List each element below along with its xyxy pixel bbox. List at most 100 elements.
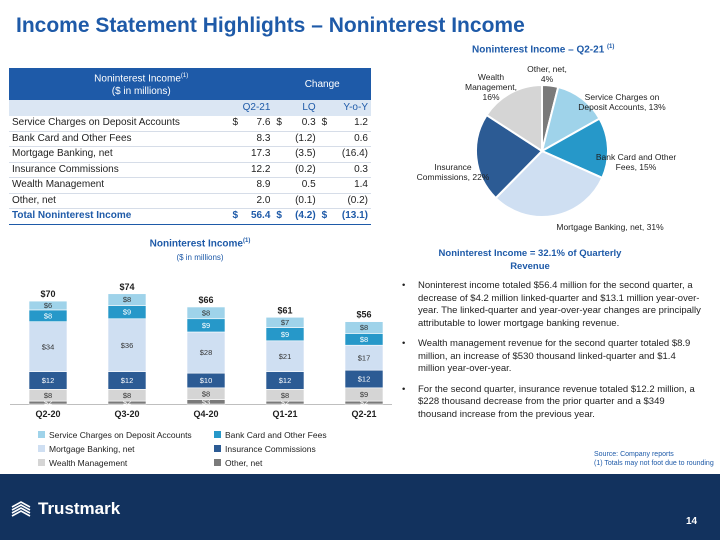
cell-yoy: 1.4: [330, 177, 371, 194]
cell-cur3: $: [318, 116, 331, 132]
legend-swatch: [214, 445, 221, 453]
table-title-line2: ($ in millions): [111, 86, 171, 98]
legend-item: Insurance Commissions: [214, 444, 316, 454]
cell-lq: (0.2): [284, 162, 319, 178]
pie-label: Mortgage Banking, net, 31%: [556, 222, 664, 232]
legend-label: Other, net: [225, 458, 263, 468]
bar-category-label: Q2-21: [351, 409, 376, 419]
cell-cur2: $: [273, 116, 285, 132]
pie-chart-title-footnote: (1): [607, 44, 615, 50]
pie-slice-insurance-commissions: [475, 113, 544, 200]
table-row: Insurance Commissions 12.2 (0.2) 0.3: [9, 162, 371, 178]
pie-chart-title: Noninterest Income – Q2-21 (1): [472, 44, 614, 55]
table-row: Other, net 2.0 (0.1) (0.2): [9, 193, 371, 209]
legend-label: Bank Card and Other Fees: [225, 430, 327, 440]
cell-cur2: [273, 177, 285, 194]
trustmark-logo-icon: [11, 501, 31, 517]
legend-swatch: [38, 431, 45, 439]
bar-total-label: $61: [277, 305, 292, 315]
bar-segment-label: $8: [123, 391, 131, 400]
table-body: Service Charges on Deposit Accounts $7.6 $…: [9, 116, 371, 209]
bar-segment-label: $2: [44, 398, 52, 407]
cell-q221: 12.2: [241, 162, 274, 178]
footnote-line: (1) Totals may not foot due to rounding: [594, 460, 714, 467]
cell-q221: 7.6: [241, 116, 274, 132]
legend-item: Other, net: [214, 458, 262, 468]
cell-yoy: 1.2: [330, 116, 371, 132]
bullet-insurance: For the second quarter, insurance revenu…: [400, 384, 702, 422]
bar-segment-mortgage-banking-net: [28, 321, 68, 372]
table-title-footnote: (1): [180, 72, 189, 79]
bullet-wealth-management: Wealth management revenue for the second…: [400, 338, 702, 376]
page-title: Income Statement Highlights – Noninteres…: [16, 14, 525, 37]
pie-label: Service Charges on Deposit Accounts, 13%: [578, 92, 666, 112]
logo-text: Trustmark: [38, 499, 121, 518]
bar-segment-service-charges-on-deposit-accounts: [265, 316, 305, 328]
bar-segment-label: $8: [360, 335, 368, 344]
pie-slice-bank-card-and-other-fees: [539, 117, 609, 180]
cell-cur3: [318, 193, 331, 209]
bar-segment-mortgage-banking-net: [265, 340, 305, 372]
legend-swatch: [214, 459, 221, 467]
bar-segment-label: $9: [360, 390, 368, 399]
bar-segment-mortgage-banking-net: [344, 344, 384, 371]
cell-label: Other, net: [9, 193, 230, 209]
pie-slice-mortgage-banking-net: [494, 149, 604, 218]
legend-swatch: [38, 445, 45, 453]
total-cur3: $: [318, 208, 331, 225]
bar-segment-label: $17: [358, 353, 371, 362]
cell-lq: (3.5): [284, 146, 319, 163]
bar-chart-title-footnote: (1): [243, 238, 251, 244]
source-line: Source: Company reports: [594, 451, 674, 458]
cell-label: Bank Card and Other Fees: [9, 131, 230, 147]
cell-cur2: [273, 146, 285, 163]
table-title: Noninterest Income(1) ($ in millions): [9, 68, 274, 100]
legend-swatch: [214, 431, 221, 439]
bar-segment-label: $12: [358, 375, 371, 384]
pie-slice-wealth-management: [485, 83, 543, 153]
bar-chart: $2$8$12$34$8$6$70Q2-20$2$8$12$36$9$8$74Q…: [10, 282, 392, 419]
cell-cur1: [229, 193, 242, 209]
cell-q221: 17.3: [241, 146, 274, 163]
cell-yoy: (0.2): [330, 193, 371, 209]
col-header-q221: Q2-21: [229, 100, 274, 116]
bar-category-label: Q1-21: [272, 409, 297, 419]
bar-category-label: Q2-20: [35, 409, 60, 419]
bar-segment-label: $8: [281, 391, 289, 400]
table-title-line1: Noninterest Income: [94, 73, 181, 85]
legend-item: Wealth Management: [38, 458, 127, 468]
cell-label: Service Charges on Deposit Accounts: [9, 116, 230, 132]
cell-cur2: [273, 162, 285, 178]
bar-segment-label: $8: [44, 391, 52, 400]
cell-lq: 0.3: [284, 116, 319, 132]
col-header-lq: LQ: [273, 100, 319, 116]
bar-segment-service-charges-on-deposit-accounts: [107, 293, 147, 306]
table-row: Service Charges on Deposit Accounts $7.6 $…: [9, 116, 371, 132]
bar-segment-label: $6: [44, 301, 52, 310]
bar-segment-service-charges-on-deposit-accounts: [186, 306, 226, 320]
bar-segment-label: $2: [281, 398, 289, 407]
bar-segment-label: $3: [202, 397, 210, 406]
trustmark-logo: Trustmark: [10, 498, 120, 520]
bar-segment-label: $9: [202, 321, 210, 330]
col-header-yoy: Y-o-Y: [318, 100, 371, 116]
cell-lq: (1.2): [284, 131, 319, 147]
change-header: Change: [273, 68, 371, 100]
bullet-noninterest-income: Noninterest income totaled $56.4 million…: [400, 280, 702, 330]
source-note: Source: Company reports (1) Totals may n…: [594, 450, 714, 468]
bar-chart-title: Noninterest Income(1): [110, 238, 290, 249]
table-row: Wealth Management 8.9 0.5 1.4: [9, 177, 371, 194]
cell-lq: (0.1): [284, 193, 319, 209]
bar-category-label: Q4-20: [193, 409, 218, 419]
bar-chart-subtitle: ($ in millions): [176, 253, 224, 262]
cell-cur1: [229, 162, 242, 178]
legend-label: Service Charges on Deposit Accounts: [49, 430, 192, 440]
bar-segment-label: $12: [279, 376, 292, 385]
pie-label: Bank Card and Other Fees, 15%: [595, 152, 677, 172]
cell-label: Wealth Management: [9, 177, 230, 194]
cell-cur1: [229, 177, 242, 194]
bar-segment-service-charges-on-deposit-accounts: [344, 321, 384, 334]
table-total-row: Total Noninterest Income $ 56.4 $ (4.2) …: [9, 208, 371, 225]
pie-chart: [475, 83, 609, 218]
bar-segment-label: $9: [281, 330, 289, 339]
